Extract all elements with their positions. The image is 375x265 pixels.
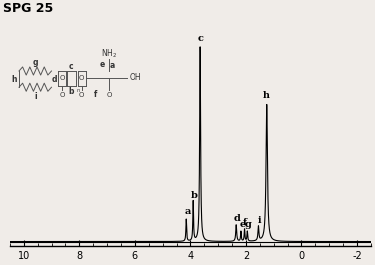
Text: h: h [263, 91, 270, 100]
Text: i: i [257, 216, 261, 225]
Text: e: e [239, 220, 246, 229]
Text: c: c [197, 34, 203, 43]
Text: b: b [190, 191, 197, 200]
Text: f: f [243, 218, 247, 227]
Text: d: d [233, 214, 240, 223]
Text: a: a [184, 207, 191, 216]
Text: SPG 25: SPG 25 [3, 2, 53, 15]
Text: g: g [244, 220, 251, 229]
